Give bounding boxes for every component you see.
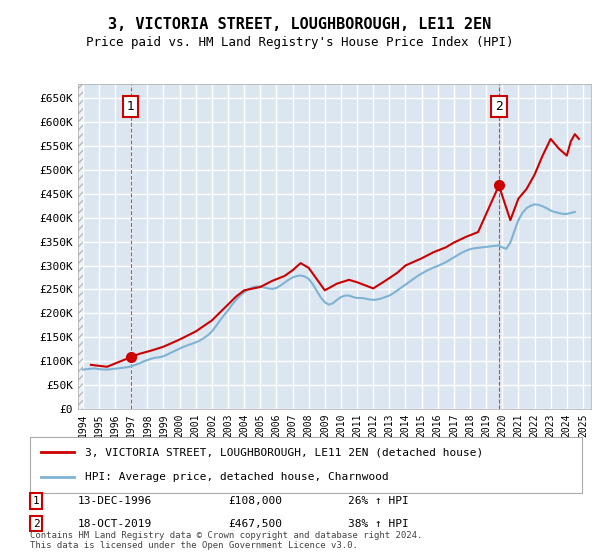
Text: £467,500: £467,500 — [228, 519, 282, 529]
Bar — [78, 84, 83, 409]
Text: Contains HM Land Registry data © Crown copyright and database right 2024.
This d: Contains HM Land Registry data © Crown c… — [30, 531, 422, 550]
Text: £108,000: £108,000 — [228, 496, 282, 506]
Text: 1: 1 — [32, 496, 40, 506]
Text: Price paid vs. HM Land Registry's House Price Index (HPI): Price paid vs. HM Land Registry's House … — [86, 36, 514, 49]
Text: 2: 2 — [495, 100, 503, 113]
Text: 3, VICTORIA STREET, LOUGHBOROUGH, LE11 2EN: 3, VICTORIA STREET, LOUGHBOROUGH, LE11 2… — [109, 17, 491, 32]
Text: 18-OCT-2019: 18-OCT-2019 — [78, 519, 152, 529]
Text: 2: 2 — [32, 519, 40, 529]
Text: HPI: Average price, detached house, Charnwood: HPI: Average price, detached house, Char… — [85, 472, 389, 482]
Text: 26% ↑ HPI: 26% ↑ HPI — [348, 496, 409, 506]
Text: 13-DEC-1996: 13-DEC-1996 — [78, 496, 152, 506]
Text: 1: 1 — [127, 100, 134, 113]
Text: 38% ↑ HPI: 38% ↑ HPI — [348, 519, 409, 529]
Bar — [75, 84, 83, 409]
Text: 3, VICTORIA STREET, LOUGHBOROUGH, LE11 2EN (detached house): 3, VICTORIA STREET, LOUGHBOROUGH, LE11 2… — [85, 447, 484, 458]
